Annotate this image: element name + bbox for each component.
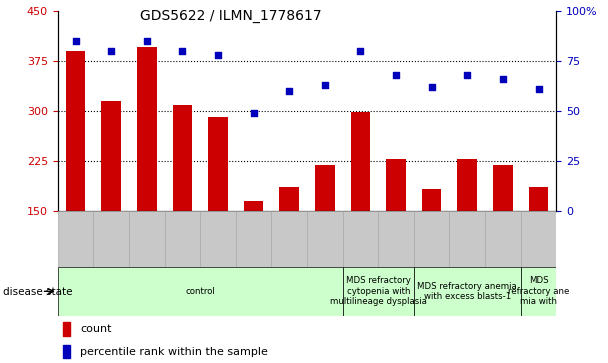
Point <box>498 76 508 82</box>
Point <box>142 38 151 44</box>
Bar <box>280 187 299 211</box>
Bar <box>102 101 121 211</box>
Text: MDS refractory anemia
with excess blasts-1: MDS refractory anemia with excess blasts… <box>418 282 517 301</box>
Bar <box>94 211 129 267</box>
Bar <box>414 211 449 267</box>
Bar <box>386 159 406 211</box>
Text: count: count <box>80 324 112 334</box>
Bar <box>129 211 165 267</box>
Text: control: control <box>185 287 215 296</box>
Bar <box>63 322 70 336</box>
Bar <box>485 211 520 267</box>
Bar <box>493 165 513 211</box>
Bar <box>137 48 157 211</box>
Bar <box>529 187 548 211</box>
Text: MDS refractory
cytopenia with
multilineage dysplasia: MDS refractory cytopenia with multilinea… <box>330 276 427 306</box>
Bar <box>315 165 334 211</box>
Bar <box>520 211 556 267</box>
Bar <box>63 345 70 358</box>
Point <box>249 110 258 115</box>
Bar <box>351 112 370 211</box>
Bar <box>244 200 263 211</box>
Text: MDS
refractory ane
mia with: MDS refractory ane mia with <box>508 276 569 306</box>
Bar <box>66 51 85 211</box>
Point <box>106 48 116 54</box>
Bar <box>414 267 520 316</box>
Point <box>71 38 80 44</box>
Bar <box>208 117 228 211</box>
Text: GDS5622 / ILMN_1778617: GDS5622 / ILMN_1778617 <box>140 9 322 23</box>
Bar <box>271 211 307 267</box>
Point <box>320 82 330 87</box>
Point <box>427 84 437 90</box>
Text: percentile rank within the sample: percentile rank within the sample <box>80 347 268 357</box>
Point <box>213 52 223 58</box>
Bar <box>307 211 343 267</box>
Bar <box>236 211 271 267</box>
Bar <box>173 105 192 211</box>
Point <box>391 72 401 78</box>
Point <box>356 48 365 54</box>
Bar <box>422 188 441 211</box>
Bar <box>520 267 556 316</box>
Bar <box>58 267 343 316</box>
Bar <box>457 159 477 211</box>
Bar <box>165 211 200 267</box>
Text: disease state: disease state <box>3 287 72 297</box>
Bar <box>449 211 485 267</box>
Bar <box>378 211 414 267</box>
Point <box>285 88 294 94</box>
Point <box>534 86 544 91</box>
Bar <box>343 267 414 316</box>
Bar <box>343 211 378 267</box>
Bar <box>200 211 236 267</box>
Point <box>463 72 472 78</box>
Point <box>178 48 187 54</box>
Bar <box>58 211 94 267</box>
